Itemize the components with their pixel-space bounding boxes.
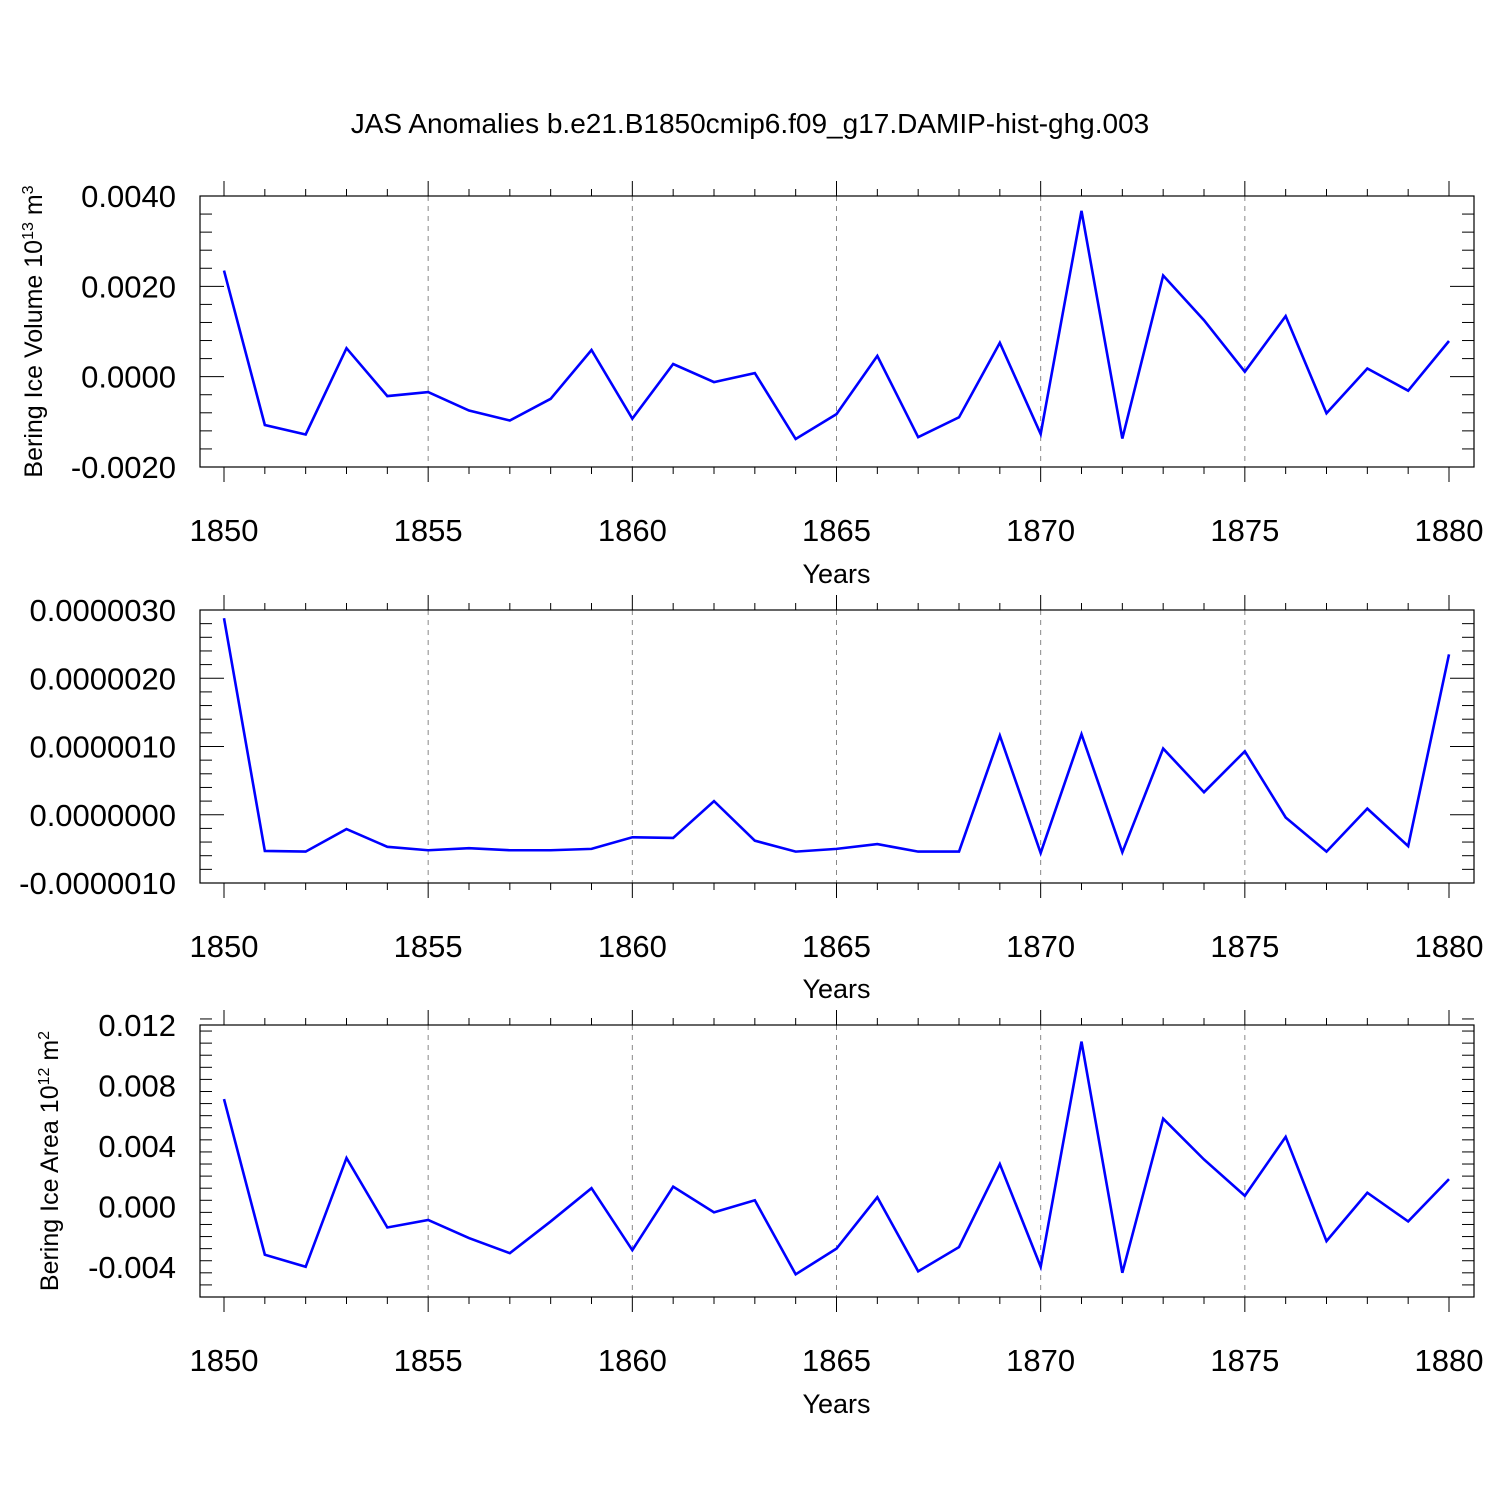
x-tick-label: 1860 [598, 1343, 667, 1378]
x-tick-label: 1870 [1006, 513, 1075, 548]
series-line [222, 617, 1451, 857]
x-tick-label: 1855 [394, 929, 463, 964]
x-tick-label: 1880 [1415, 929, 1484, 964]
x-tick-label: 1860 [598, 929, 667, 964]
x-tick-label: 1850 [190, 1343, 259, 1378]
y-tick-label: 0.004 [98, 1129, 176, 1164]
y-tick-label: 0.000 [98, 1189, 176, 1224]
x-tick-label: 1855 [394, 1343, 463, 1378]
y-axis-label-sup2: 3 [20, 185, 37, 194]
series-line [222, 1041, 1450, 1277]
x-tick-label: 1870 [1006, 1343, 1075, 1378]
x-axis-label: Years [802, 1389, 870, 1419]
x-tick-label: 1875 [1210, 513, 1279, 548]
x-tick-label: 1870 [1006, 929, 1075, 964]
y-tick-label: 0.0000020 [29, 661, 176, 696]
y-tick-label: 0.0020 [81, 269, 176, 304]
x-tick-label: 1855 [394, 513, 463, 548]
x-tick-label: 1850 [190, 513, 259, 548]
x-tick-label: 1865 [802, 513, 871, 548]
y-tick-label: 0.008 [98, 1068, 176, 1103]
y-tick-label: 0.0000010 [29, 730, 176, 765]
x-tick-label: 1865 [802, 1343, 871, 1378]
x-tick-label: 1880 [1415, 513, 1484, 548]
x-tick-label: 1875 [1210, 1343, 1279, 1378]
x-tick-label: 1865 [802, 929, 871, 964]
x-axis-label: Years [802, 974, 870, 1004]
y-axis-label-sup1: 13 [20, 222, 37, 240]
panel-3: -0.004 0.000 0.004 0.008 0.012 1850 1855 1860 18… [36, 1008, 1483, 1419]
figure-title: JAS Anomalies b.e21.B1850cmip6.f09_g17.D… [351, 108, 1149, 139]
panels: -0.0020 0.0000 0.0020 0.0040 1850 1855 1860 186… [19, 179, 1483, 1419]
panel-1: -0.0020 0.0000 0.0020 0.0040 1850 1855 1860 186… [20, 179, 1483, 589]
x-tick-label: 1860 [598, 513, 667, 548]
y-axis-label-sup1: 12 [36, 1067, 53, 1085]
y-axis-label: Bering Ice Volume 1013 m3 [20, 185, 48, 477]
x-tick-label: 1875 [1210, 929, 1279, 964]
y-axis-label-prefix: Bering Ice Volume 10 [20, 240, 48, 478]
y-axis-label: Bering Ice Area 1012 m2 [36, 1031, 64, 1291]
y-tick-label: 0.0000000 [29, 798, 176, 833]
series-line [222, 210, 1451, 441]
panel-2: -0.0000010 0.0000000 0.0000010 0.0000020 0.0… [19, 593, 1483, 1004]
y-tick-label: 0.0000 [81, 360, 176, 395]
y-axis-label-unit: m [36, 1040, 64, 1068]
x-tick-label: 1880 [1415, 1343, 1484, 1378]
y-tick-label: -0.004 [88, 1250, 176, 1285]
x-tick-label: 1850 [190, 929, 259, 964]
y-axis-label-unit: m [20, 194, 48, 222]
y-tick-label: -0.0000010 [19, 866, 176, 901]
y-tick-label: -0.0020 [71, 450, 176, 485]
y-tick-label: 0.0000030 [29, 593, 176, 628]
x-axis-label: Years [802, 559, 870, 589]
y-tick-label: 0.0040 [81, 179, 176, 214]
y-axis-label-sup2: 2 [36, 1031, 53, 1040]
y-tick-label: 0.012 [98, 1008, 176, 1043]
y-axis-label-prefix: Bering Ice Area 10 [36, 1085, 64, 1291]
